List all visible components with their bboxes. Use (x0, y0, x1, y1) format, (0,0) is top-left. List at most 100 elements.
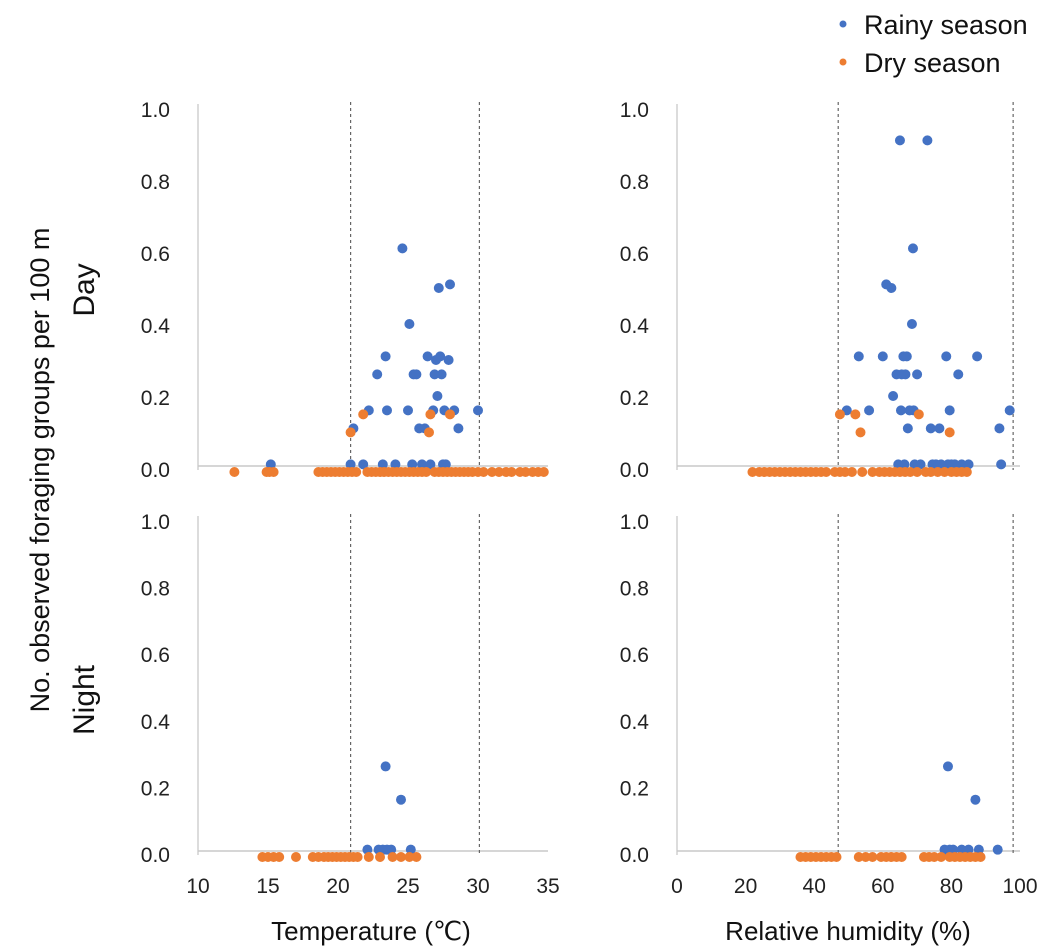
dry-season-point (867, 852, 878, 862)
rainy-season-point (963, 459, 974, 470)
rainy-season-point (425, 459, 436, 470)
dry-season-point (747, 467, 758, 477)
rainy-season-point (443, 355, 454, 365)
rainy-season-point (864, 405, 875, 416)
dry-season-point (939, 467, 950, 477)
rainy-season-point (949, 459, 960, 470)
dry-season-point (396, 852, 406, 862)
dry-season-point (853, 852, 864, 862)
y-tick-label: 0.0 (141, 459, 170, 482)
dry-season-point (291, 852, 301, 862)
rainy-season-point (372, 369, 383, 380)
dry-season-point (855, 427, 866, 438)
dry-season-point (857, 467, 868, 477)
dry-season-point (860, 852, 871, 862)
x-axis-title-temperature: Temperature (℃) (271, 916, 471, 946)
rainy-season-point (972, 351, 983, 362)
x-tick-label: 20 (326, 875, 349, 898)
dry-season-point (834, 409, 845, 420)
dry-season-point (421, 467, 432, 477)
y-tick-label: 0.0 (620, 459, 649, 482)
rainy-season-point (886, 283, 897, 293)
rainy-season-point (1004, 405, 1015, 416)
y-tick-label: 0.4 (620, 315, 650, 338)
rainy-season-point (382, 405, 392, 416)
rainy-season-point (417, 459, 427, 470)
dry-season-point (850, 409, 861, 420)
rainy-season-point (397, 243, 408, 254)
rainy-season-point (404, 319, 415, 329)
dry-season-point (358, 409, 369, 420)
rainy-season-point (992, 844, 1003, 855)
rainy-season-point (994, 423, 1005, 434)
rainy-season-point (894, 135, 905, 146)
dry-season-point (404, 852, 415, 862)
rainy-season-point (915, 459, 926, 470)
dry-season-point (478, 467, 489, 477)
rainy-season-point (956, 459, 967, 470)
rainy-season-point (996, 459, 1007, 470)
rainy-season-point (853, 351, 864, 362)
y-tick-label: 1.0 (141, 511, 170, 534)
rainy-season-point (436, 369, 447, 380)
y-tick-label: 0.0 (620, 844, 649, 867)
x-tick-label: 20 (734, 875, 757, 898)
dry-season-point (944, 427, 955, 438)
rainy-season-point (380, 351, 391, 362)
rainy-season-point (900, 369, 911, 380)
x-tick-label: 40 (803, 875, 826, 898)
rainy-season-point (936, 459, 947, 470)
rainy-season-point (941, 351, 952, 362)
dry-season-point (268, 467, 279, 477)
legend-marker-rainy (839, 20, 847, 28)
rainy-season-point (953, 369, 964, 380)
legend-label-dry: Dry season (864, 48, 1001, 78)
legend-label-rainy: Rainy season (864, 10, 1028, 40)
y-tick-label: 0.6 (141, 644, 170, 667)
panel-day-humidity: 0.0 0.2 0.4 0.6 0.8 1.0 (620, 99, 1020, 482)
rainy-season-point (888, 391, 899, 401)
y-tick-label: 0.2 (141, 387, 170, 410)
dry-season-point (494, 467, 504, 477)
y-tick-label: 0.6 (620, 243, 649, 266)
rainy-season-point (877, 351, 888, 362)
rainy-season-point (901, 351, 912, 362)
y-tick-label: 0.8 (141, 171, 170, 194)
x-tick-label: 25 (396, 875, 419, 898)
rainy-season-point (433, 283, 444, 293)
rainy-season-point (358, 459, 369, 470)
rainy-season-point (440, 459, 451, 470)
dry-season-point (932, 467, 943, 477)
dry-season-point (912, 467, 923, 477)
rainy-season-point (899, 459, 910, 470)
x-tick-label: 10 (186, 875, 209, 898)
rainy-season-point (445, 279, 455, 290)
rainy-season-point (429, 369, 440, 380)
y-tick-label: 0.2 (620, 777, 649, 800)
rainy-season-point (895, 405, 906, 416)
dry-season-point (229, 467, 240, 477)
dry-season-point (925, 467, 936, 477)
rainy-season-point (432, 391, 443, 401)
dry-season-point (913, 409, 924, 420)
rainy-season-point (906, 319, 917, 329)
row-label-night: Night (68, 664, 101, 735)
rainy-season-point (396, 794, 406, 805)
dry-season-point (846, 467, 857, 477)
dry-season-point (975, 852, 986, 862)
row-label-day: Day (68, 263, 101, 316)
y-tick-label: 1.0 (620, 99, 649, 122)
y-tick-label: 0.0 (141, 844, 170, 867)
rainy-season-point (407, 459, 418, 470)
rainy-season-point (403, 405, 413, 416)
y-tick-label: 0.6 (141, 243, 170, 266)
rainy-season-point (922, 135, 933, 146)
rainy-season-point (345, 459, 356, 470)
rainy-season-point (970, 794, 981, 805)
rainy-season-point (380, 761, 391, 772)
dry-season-point (274, 852, 285, 862)
x-axis-title-humidity: Relative humidity (%) (725, 916, 971, 946)
panel-night-temperature: Temperature (℃) 0.0 0.2 0.4 0.6 0.8 1.0 10 15 20… (141, 511, 560, 946)
x-tick-label: 30 (466, 875, 489, 898)
rainy-season-point (907, 243, 918, 254)
